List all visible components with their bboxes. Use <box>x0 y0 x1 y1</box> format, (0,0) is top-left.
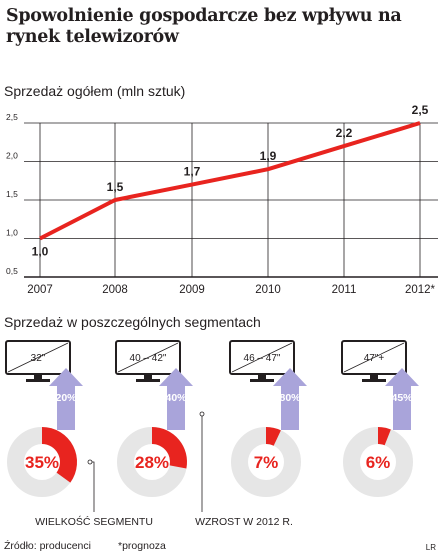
share-label: 7% <box>254 453 279 472</box>
data-label: 1,0 <box>32 245 49 259</box>
growth-arrow-icon <box>49 368 83 430</box>
screen-size-label: 47"+ <box>364 353 385 364</box>
data-label: 1,9 <box>260 149 277 163</box>
chart-title: Spowolnienie gospodarcze bez wpływu na r… <box>6 6 402 47</box>
tv-base <box>362 379 386 382</box>
x-tick-label: 2008 <box>102 284 128 296</box>
tv-screen-glare <box>117 342 179 373</box>
y-tick-label: 1,0 <box>6 228 18 238</box>
tv-screen-glare <box>231 342 293 373</box>
donut-share-slice <box>152 427 188 469</box>
growth-label: 80% <box>279 392 301 404</box>
growth-annotation: WZROST W 2012 R. <box>195 516 293 528</box>
tv-stand <box>370 374 378 379</box>
x-tick-label: 2012* <box>405 284 436 296</box>
x-tick-label: 2011 <box>332 284 357 296</box>
screen-size-label: 32" <box>31 353 46 364</box>
growth-arrow-icon <box>273 368 307 430</box>
x-tick-label: 2009 <box>179 284 205 296</box>
x-tick-label: 2007 <box>27 284 53 296</box>
growth-arrow-icon <box>159 368 193 430</box>
series-line <box>39 121 421 241</box>
segments-subtitle: Sprzedaż w poszczególnych segmentach <box>4 314 261 330</box>
tv-base <box>136 379 160 382</box>
growth-label: 45% <box>391 392 413 404</box>
share-leader-line <box>90 461 95 512</box>
share-label: 28% <box>135 453 169 472</box>
forecast-note: *prognoza <box>118 540 166 552</box>
y-tick-label: 2,5 <box>6 112 18 122</box>
growth-arrow-icon <box>385 368 419 430</box>
share-label: 6% <box>366 453 391 472</box>
share-leader-dot <box>87 459 93 465</box>
tv-screen-glare <box>343 342 405 373</box>
tv-stand <box>258 374 266 379</box>
screen-size-label: 46 – 47" <box>244 353 281 364</box>
line-chart-subtitle: Sprzedaż ogółem (mln sztuk) <box>4 83 186 99</box>
y-tick-label: 2,0 <box>6 151 18 161</box>
data-label: 2,2 <box>336 126 353 140</box>
y-tick-label: 1,5 <box>6 189 18 199</box>
data-label: 2,5 <box>412 103 429 117</box>
tv-stand <box>34 374 42 379</box>
tv-screen-glare <box>7 342 69 373</box>
x-tick-label: 2010 <box>255 284 281 296</box>
y-tick-label: 0,5 <box>6 266 18 276</box>
growth-label: 40% <box>165 392 187 404</box>
donut-share-slice <box>378 427 391 446</box>
brand-mark: LR <box>425 543 436 552</box>
tv-stand <box>144 374 152 379</box>
tv-base <box>26 379 50 382</box>
screen-size-label: 40 – 42" <box>130 353 167 364</box>
donut-share-slice <box>266 427 281 446</box>
donut-share-slice <box>42 427 78 483</box>
data-label: 1,7 <box>184 165 201 179</box>
data-label: 1,5 <box>107 180 124 194</box>
growth-leader-dot <box>199 411 205 417</box>
growth-label: 20% <box>55 392 77 404</box>
tv-base <box>250 379 274 382</box>
source-note: Źródło: producenci <box>4 540 91 552</box>
share-annotation: WIELKOŚĆ SEGMENTU <box>35 515 153 528</box>
share-label: 35% <box>25 453 59 472</box>
